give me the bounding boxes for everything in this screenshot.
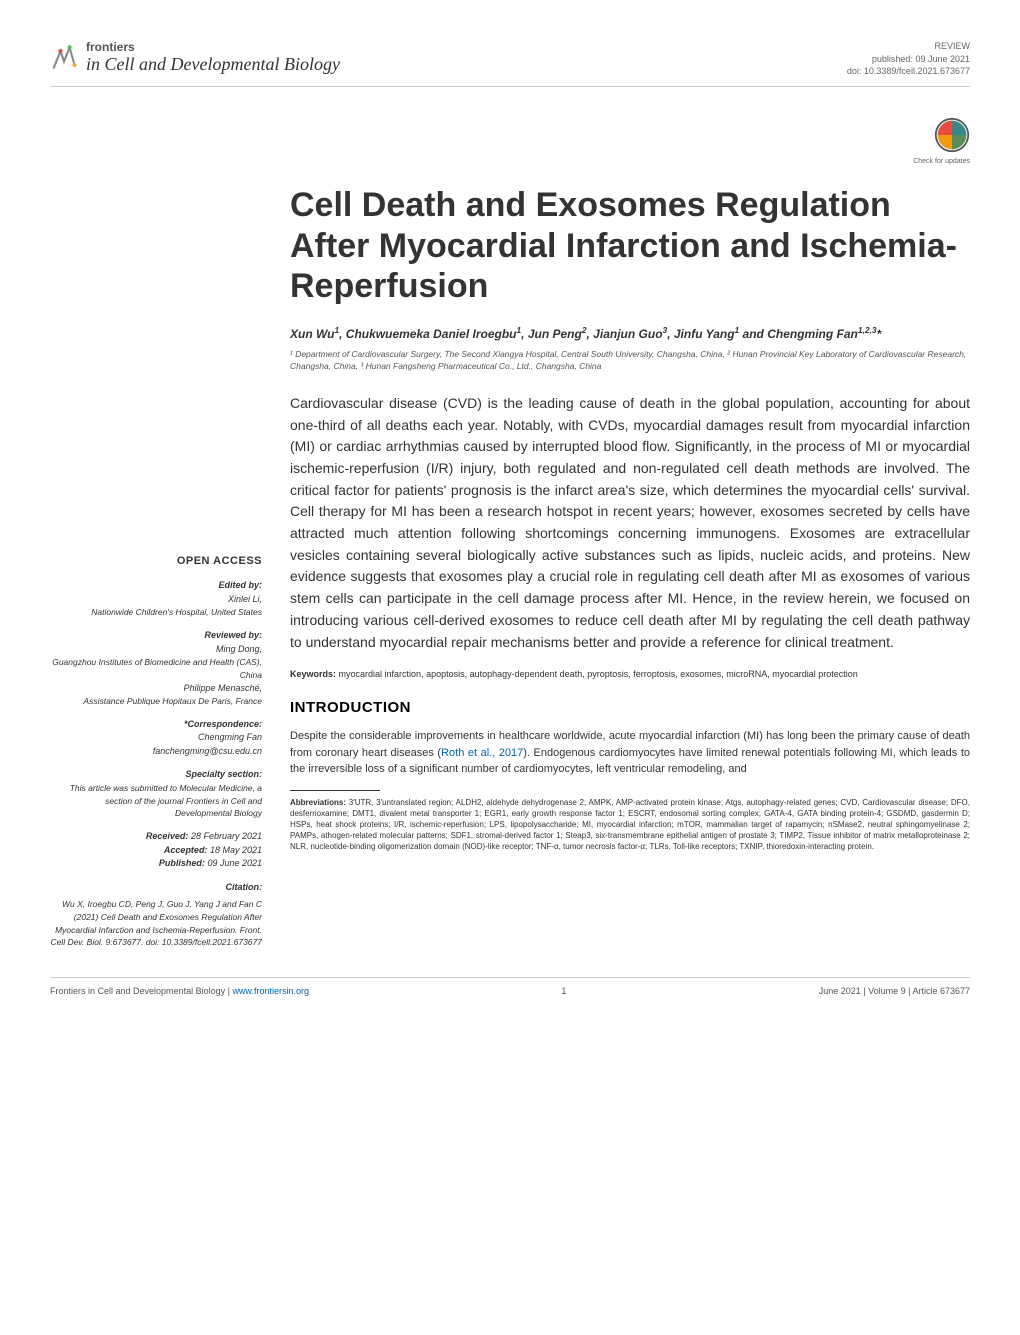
- reviewed-by-label: Reviewed by:: [50, 629, 262, 643]
- abbreviations-text: 3′UTR, 3′untranslated region; ALDH2, ald…: [290, 798, 970, 852]
- footer-volume: June 2021 | Volume 9 | Article 673677: [819, 986, 970, 996]
- abstract-text: Cardiovascular disease (CVD) is the lead…: [290, 393, 970, 653]
- check-updates-label: Check for updates: [50, 158, 970, 165]
- specialty-text: This article was submitted to Molecular …: [50, 782, 262, 820]
- correspondence-label: *Correspondence:: [50, 718, 262, 732]
- citation-link-roth2017[interactable]: Roth et al., 2017: [441, 747, 523, 759]
- article-title: Cell Death and Exosomes Regulation After…: [290, 185, 970, 307]
- page-header: frontiers in Cell and Developmental Biol…: [50, 40, 970, 87]
- open-access-label: OPEN ACCESS: [50, 553, 262, 570]
- citation-label: Citation:: [50, 881, 262, 895]
- crossmark-icon: [934, 117, 970, 153]
- footer-url[interactable]: www.frontiersin.org: [232, 986, 309, 996]
- article-type: REVIEW: [847, 40, 970, 53]
- editor-affil: Nationwide Children's Hospital, United S…: [50, 606, 262, 619]
- keywords-block: Keywords: myocardial infarction, apoptos…: [290, 669, 970, 679]
- citation-text: Wu X, Iroegbu CD, Peng J, Guo J, Yang J …: [50, 898, 262, 949]
- frontiers-logo-icon: [50, 44, 78, 72]
- intro-paragraph-1: Despite the considerable improvements in…: [290, 728, 970, 778]
- received-label: Received:: [146, 831, 189, 841]
- reviewer1-name: Ming Dong,: [50, 643, 262, 657]
- abbreviations-block: Abbreviations: 3′UTR, 3′untranslated reg…: [290, 797, 970, 853]
- page-footer: Frontiers in Cell and Developmental Biol…: [50, 977, 970, 996]
- correspondence-email[interactable]: fanchengming@csu.edu.cn: [50, 745, 262, 759]
- specialty-label: Specialty section:: [50, 768, 262, 782]
- received-date: 28 February 2021: [191, 831, 262, 841]
- keywords-text: myocardial infarction, apoptosis, autoph…: [339, 669, 858, 679]
- footnote-rule: [290, 790, 380, 791]
- author-list: Xun Wu1, Chukwuemeka Daniel Iroegbu1, Ju…: [290, 325, 970, 341]
- reviewer1-affil: Guangzhou Institutes of Biomedicine and …: [50, 656, 262, 682]
- journal-logo-block: frontiers in Cell and Developmental Biol…: [50, 40, 340, 75]
- logo-text: frontiers: [86, 40, 340, 54]
- edited-by-label: Edited by:: [50, 579, 262, 593]
- keywords-label: Keywords:: [290, 669, 336, 679]
- published-date: published: 09 June 2021: [847, 53, 970, 66]
- header-meta: REVIEW published: 09 June 2021 doi: 10.3…: [847, 40, 970, 78]
- check-updates-badge[interactable]: Check for updates: [50, 117, 970, 165]
- journal-name: in Cell and Developmental Biology: [86, 54, 340, 75]
- published-date-side: 09 June 2021: [207, 858, 262, 868]
- correspondence-name: Chengming Fan: [50, 731, 262, 745]
- accepted-label: Accepted:: [164, 845, 208, 855]
- main-content: Cardiovascular disease (CVD) is the lead…: [290, 393, 970, 949]
- published-label: Published:: [159, 858, 205, 868]
- reviewer2-name: Philippe Menasché,: [50, 682, 262, 696]
- editor-name: Xinlei Li,: [50, 593, 262, 607]
- accepted-date: 18 May 2021: [210, 845, 262, 855]
- affiliations: ¹ Department of Cardiovascular Surgery, …: [290, 349, 970, 373]
- page-number: 1: [561, 986, 566, 996]
- sidebar-metadata: OPEN ACCESS Edited by: Xinlei Li, Nation…: [50, 393, 262, 949]
- footer-journal[interactable]: Frontiers in Cell and Developmental Biol…: [50, 986, 225, 996]
- abbreviations-label: Abbreviations:: [290, 798, 346, 807]
- doi-header: doi: 10.3389/fcell.2021.673677: [847, 65, 970, 78]
- introduction-heading: INTRODUCTION: [290, 699, 970, 716]
- reviewer2-affil: Assistance Publique Hopitaux De Paris, F…: [50, 695, 262, 708]
